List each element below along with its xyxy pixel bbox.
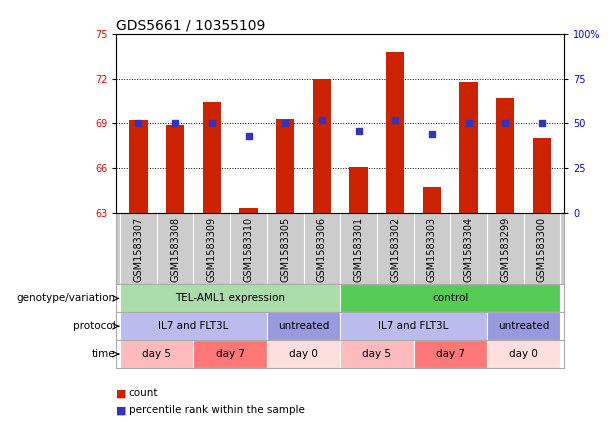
Point <box>317 116 327 123</box>
Bar <box>194 340 267 368</box>
Text: percentile rank within the sample: percentile rank within the sample <box>129 405 305 415</box>
Text: count: count <box>129 388 158 398</box>
Bar <box>487 340 560 368</box>
Text: day 7: day 7 <box>216 349 245 359</box>
Text: day 0: day 0 <box>289 349 318 359</box>
Text: ■: ■ <box>116 388 127 398</box>
Point <box>170 120 180 127</box>
Point <box>134 120 143 127</box>
Text: genotype/variation: genotype/variation <box>17 294 116 303</box>
Bar <box>533 138 551 213</box>
Point <box>207 120 217 127</box>
Text: day 0: day 0 <box>509 349 538 359</box>
Text: GSM1583306: GSM1583306 <box>317 217 327 282</box>
Point <box>390 116 400 123</box>
Bar <box>120 340 194 368</box>
Text: untreated: untreated <box>498 321 549 331</box>
Text: untreated: untreated <box>278 321 329 331</box>
Bar <box>267 340 340 368</box>
Bar <box>313 79 331 213</box>
Text: time: time <box>92 349 116 359</box>
Text: GSM1583302: GSM1583302 <box>390 217 400 282</box>
Text: GSM1583303: GSM1583303 <box>427 217 437 282</box>
Bar <box>340 340 414 368</box>
Text: GSM1583301: GSM1583301 <box>354 217 364 282</box>
Text: day 5: day 5 <box>142 349 171 359</box>
Bar <box>120 284 340 312</box>
Text: day 5: day 5 <box>362 349 391 359</box>
Text: protocol: protocol <box>73 321 116 331</box>
Bar <box>340 312 487 340</box>
Text: GSM1583310: GSM1583310 <box>243 217 254 282</box>
Bar <box>276 119 294 213</box>
Point <box>280 120 290 127</box>
Bar <box>166 125 185 213</box>
Point <box>427 131 437 137</box>
Text: GDS5661 / 10355109: GDS5661 / 10355109 <box>116 19 266 33</box>
Point <box>463 120 473 127</box>
Text: control: control <box>432 294 468 303</box>
Bar <box>129 121 148 213</box>
Bar <box>487 312 560 340</box>
Point <box>354 127 364 134</box>
Bar <box>340 284 560 312</box>
Text: IL7 and FLT3L: IL7 and FLT3L <box>378 321 449 331</box>
Bar <box>414 340 487 368</box>
Bar <box>423 187 441 213</box>
Text: GSM1583309: GSM1583309 <box>207 217 217 282</box>
Text: GSM1583305: GSM1583305 <box>280 217 290 282</box>
Bar <box>203 102 221 213</box>
Bar <box>267 312 340 340</box>
Bar <box>386 52 405 213</box>
Bar <box>239 209 257 213</box>
Point <box>500 120 510 127</box>
Text: GSM1583304: GSM1583304 <box>463 217 474 282</box>
Point <box>243 132 253 139</box>
Bar <box>120 312 267 340</box>
Text: GSM1583299: GSM1583299 <box>500 217 510 282</box>
Bar <box>349 167 368 213</box>
Text: day 7: day 7 <box>436 349 465 359</box>
Point <box>537 120 547 127</box>
Text: IL7 and FLT3L: IL7 and FLT3L <box>158 321 229 331</box>
Bar <box>459 82 478 213</box>
Text: GSM1583308: GSM1583308 <box>170 217 180 282</box>
Text: TEL-AML1 expression: TEL-AML1 expression <box>175 294 285 303</box>
Bar <box>496 98 514 213</box>
Text: ■: ■ <box>116 405 127 415</box>
Text: GSM1583300: GSM1583300 <box>537 217 547 282</box>
Text: GSM1583307: GSM1583307 <box>134 217 143 282</box>
